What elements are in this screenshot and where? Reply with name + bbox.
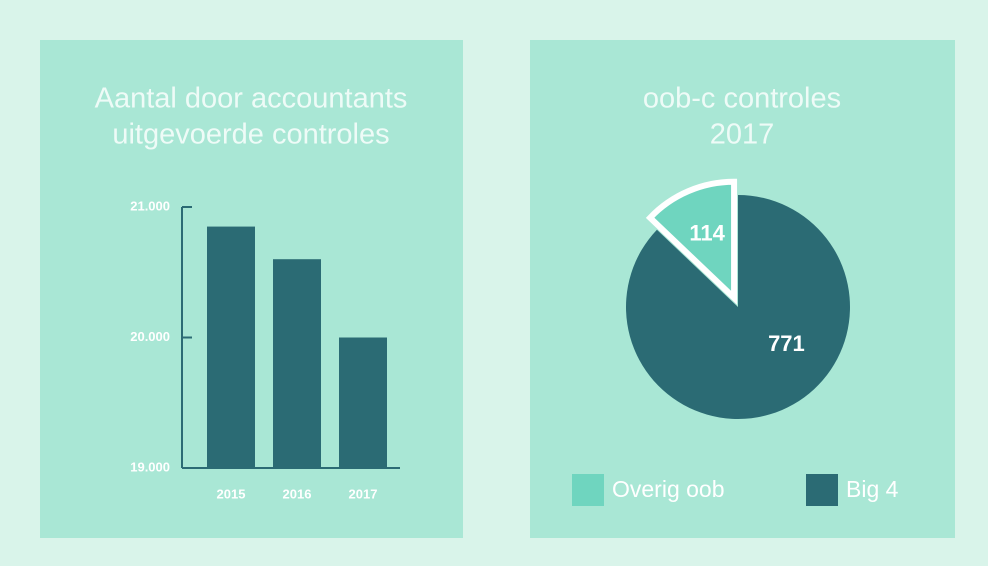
data-label: 114 [689,221,725,246]
x-tick-label: 2015 [217,486,246,501]
chart-title: 2017 [710,119,775,151]
chart-title: Aantal door accountants [95,83,408,115]
chart-title: oob-c controles [643,83,841,115]
x-tick-label: 2016 [283,486,312,501]
y-tick-label: 21.000 [130,198,170,213]
bar [339,337,387,468]
legend-label: Big 4 [846,476,899,502]
chart-title: uitgevoerde controles [112,119,389,151]
data-label: 771 [768,331,805,356]
legend-swatch [806,474,838,506]
bar [207,226,255,468]
pie-slice [645,178,738,305]
y-tick-label: 20.000 [130,329,170,344]
pie-slice [626,195,851,420]
legend-swatch [572,474,604,506]
bar [273,259,321,468]
y-tick-label: 19.000 [130,459,170,474]
legend-label: Overig oob [612,476,725,502]
x-tick-label: 2017 [349,486,378,501]
